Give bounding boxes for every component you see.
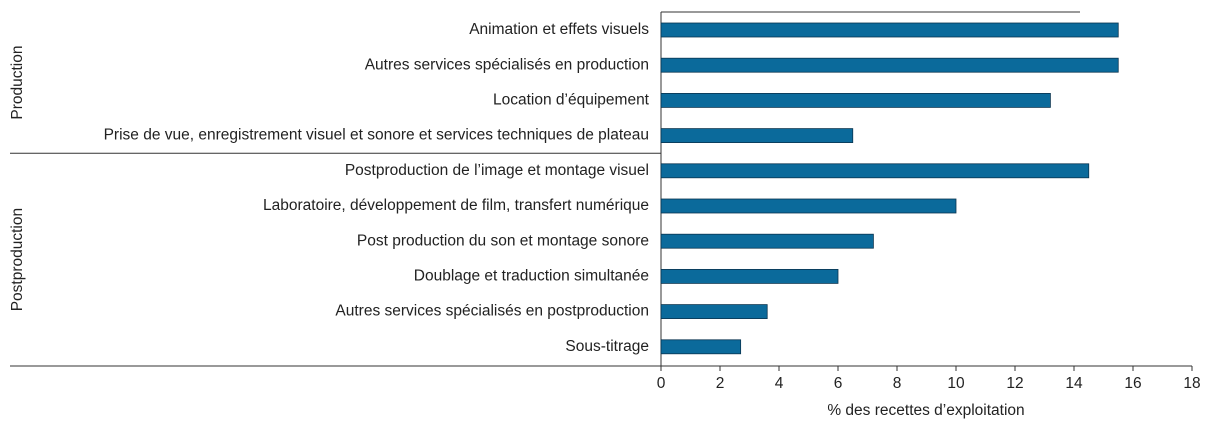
- category-label: Location d’équipement: [493, 91, 650, 108]
- bar: [660, 339, 742, 355]
- x-tick-label: 0: [657, 375, 666, 392]
- group-label: Postproduction: [9, 208, 26, 311]
- x-tick-label: 6: [834, 375, 843, 392]
- x-tick-label: 2: [716, 375, 725, 392]
- x-tick-label: 10: [947, 375, 965, 392]
- category-label: Laboratoire, développement de film, tran…: [263, 197, 649, 214]
- x-tick-label: 16: [1124, 375, 1141, 392]
- category-label: Doublage et traduction simultanée: [414, 267, 649, 284]
- x-tick-label: 14: [1065, 375, 1083, 392]
- category-label: Postproduction de l’image et montage vis…: [345, 162, 649, 179]
- bar: [660, 198, 957, 214]
- category-label: Autres services spécialisés en productio…: [365, 56, 649, 73]
- bar: [660, 163, 1090, 179]
- x-tick-label: 8: [893, 375, 902, 392]
- category-label: Animation et effets visuels: [469, 21, 649, 38]
- category-label: Post production du son et montage sonore: [357, 232, 649, 249]
- category-label: Prise de vue, enregistrement visuel et s…: [104, 127, 649, 144]
- category-label: Autres services spécialisés en postprodu…: [335, 303, 649, 320]
- bar: [660, 128, 854, 144]
- x-axis-label: % des recettes d’exploitation: [827, 402, 1024, 419]
- category-label: Sous-titrage: [565, 338, 649, 355]
- x-tick-label: 18: [1183, 375, 1200, 392]
- x-tick-label: 12: [1006, 375, 1023, 392]
- bar: [660, 233, 874, 249]
- group-label: Production: [9, 46, 26, 120]
- bar: [660, 268, 839, 284]
- x-tick-label: 4: [775, 375, 784, 392]
- bar: [660, 304, 768, 320]
- bar: [660, 57, 1119, 73]
- bar: [660, 93, 1051, 108]
- bar: [660, 22, 1119, 38]
